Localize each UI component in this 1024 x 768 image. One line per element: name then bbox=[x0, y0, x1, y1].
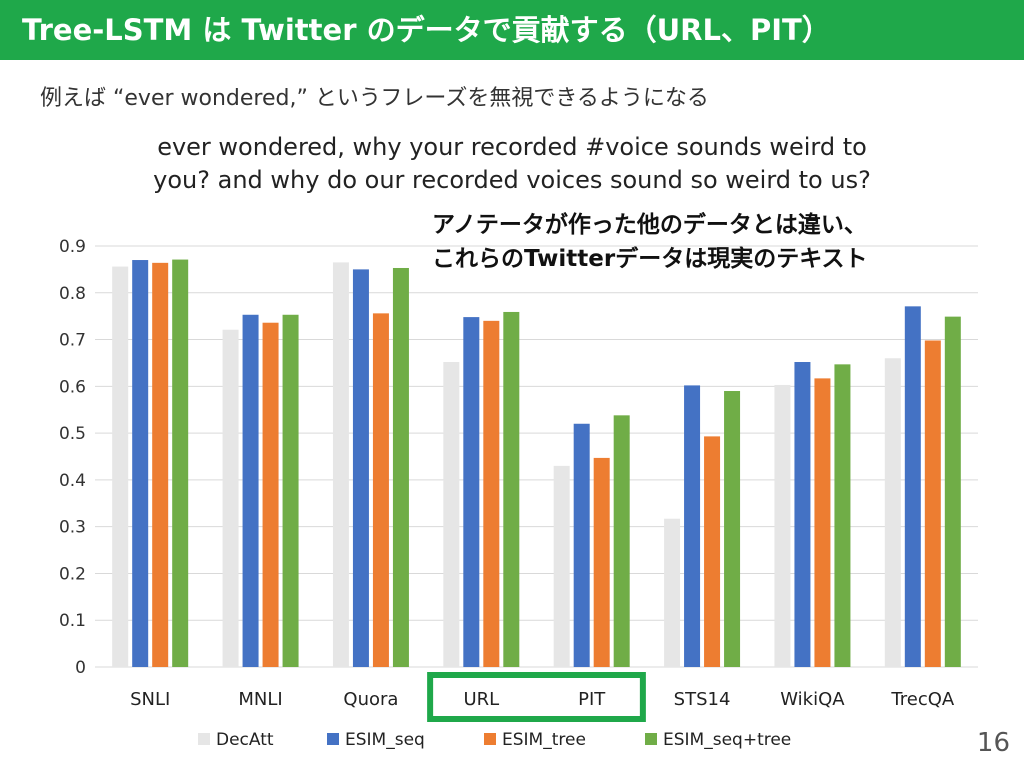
highlight-box bbox=[427, 672, 646, 722]
bar-decatt bbox=[664, 518, 681, 667]
legend-label: DecAtt bbox=[216, 730, 274, 750]
callout-note: アノテータが作った他のデータとは違い、 これらのTwitterデータは現実のテキ… bbox=[432, 208, 868, 276]
callout-note-line-2: これらのTwitterデータは現実のテキスト bbox=[432, 246, 868, 272]
slide-title: Tree-LSTM は Twitter のデータで貢献する（URL、PIT） bbox=[22, 13, 831, 47]
y-tick-label: 0.3 bbox=[59, 518, 86, 538]
x-category-label: URL bbox=[463, 689, 499, 710]
bar-esim-seq bbox=[132, 260, 149, 667]
slide-subtitle: 例えば “ever wondered,” というフレーズを無視できるようになる bbox=[40, 86, 709, 111]
bar-esim-seq-tree bbox=[282, 314, 299, 667]
bar-esim-seq-tree bbox=[172, 259, 189, 667]
title-bar: Tree-LSTM は Twitter のデータで貢献する（URL、PIT） bbox=[0, 0, 1024, 60]
bar-esim-seq bbox=[463, 317, 480, 667]
bar-esim-seq bbox=[352, 269, 369, 667]
y-tick-label: 0.6 bbox=[59, 377, 86, 397]
legend-label: ESIM_tree bbox=[502, 730, 586, 750]
bar-esim-seq bbox=[794, 362, 811, 667]
bar-decatt bbox=[774, 384, 791, 667]
y-tick-label: 0 bbox=[75, 658, 86, 678]
x-category-label: STS14 bbox=[674, 689, 731, 710]
x-category-label: WikiQA bbox=[780, 689, 845, 710]
bar-esim-seq bbox=[684, 385, 701, 667]
bar-esim-seq bbox=[242, 314, 259, 667]
x-category-label: Quora bbox=[343, 689, 398, 710]
x-category-label: TrecQA bbox=[890, 689, 954, 710]
legend-swatch bbox=[198, 733, 210, 745]
y-tick-label: 0.9 bbox=[59, 237, 86, 257]
bar-decatt bbox=[443, 362, 460, 667]
y-tick-label: 0.7 bbox=[59, 331, 86, 351]
callout-note-line-1: アノテータが作った他のデータとは違い、 bbox=[432, 212, 867, 238]
example-tweet-line-2: you? and why do our recorded voices soun… bbox=[153, 166, 871, 194]
bar-esim-seq bbox=[904, 306, 921, 667]
page-number: 16 bbox=[976, 728, 1010, 758]
bar-decatt bbox=[553, 465, 570, 667]
bar-esim-seq bbox=[573, 423, 590, 667]
x-category-label: MNLI bbox=[238, 689, 282, 710]
bar-esim-tree bbox=[814, 378, 831, 667]
legend-swatch bbox=[645, 733, 657, 745]
bar-esim-seq-tree bbox=[613, 415, 630, 667]
x-category-label: SNLI bbox=[130, 689, 170, 710]
legend-label: ESIM_seq bbox=[345, 730, 425, 750]
bar-decatt bbox=[222, 329, 239, 667]
bar-esim-seq-tree bbox=[392, 267, 409, 667]
bar-decatt bbox=[332, 262, 349, 667]
bar-esim-tree bbox=[372, 313, 389, 667]
y-tick-label: 0.5 bbox=[59, 424, 86, 444]
bar-esim-seq-tree bbox=[834, 364, 851, 667]
bar-esim-tree bbox=[704, 436, 721, 667]
legend-label: ESIM_seq+tree bbox=[663, 730, 791, 750]
bar-decatt bbox=[112, 266, 129, 667]
y-tick-label: 0.1 bbox=[59, 611, 86, 631]
legend-swatch bbox=[327, 733, 339, 745]
bar-esim-tree bbox=[924, 340, 941, 667]
y-tick-label: 0.2 bbox=[59, 564, 86, 584]
bar-esim-seq-tree bbox=[944, 316, 961, 667]
bar-decatt bbox=[884, 358, 901, 667]
example-tweet-line-1: ever wondered, why your recorded #voice … bbox=[157, 133, 867, 161]
bar-esim-seq-tree bbox=[503, 311, 520, 667]
y-tick-label: 0.8 bbox=[59, 284, 86, 304]
bar-esim-seq-tree bbox=[724, 391, 741, 667]
y-tick-label: 0.4 bbox=[59, 471, 86, 491]
x-category-label: PIT bbox=[578, 689, 606, 710]
bar-esim-tree bbox=[152, 262, 169, 667]
bar-esim-tree bbox=[262, 322, 279, 667]
bar-esim-tree bbox=[593, 457, 610, 667]
bar-esim-tree bbox=[483, 320, 500, 667]
legend-swatch bbox=[484, 733, 496, 745]
